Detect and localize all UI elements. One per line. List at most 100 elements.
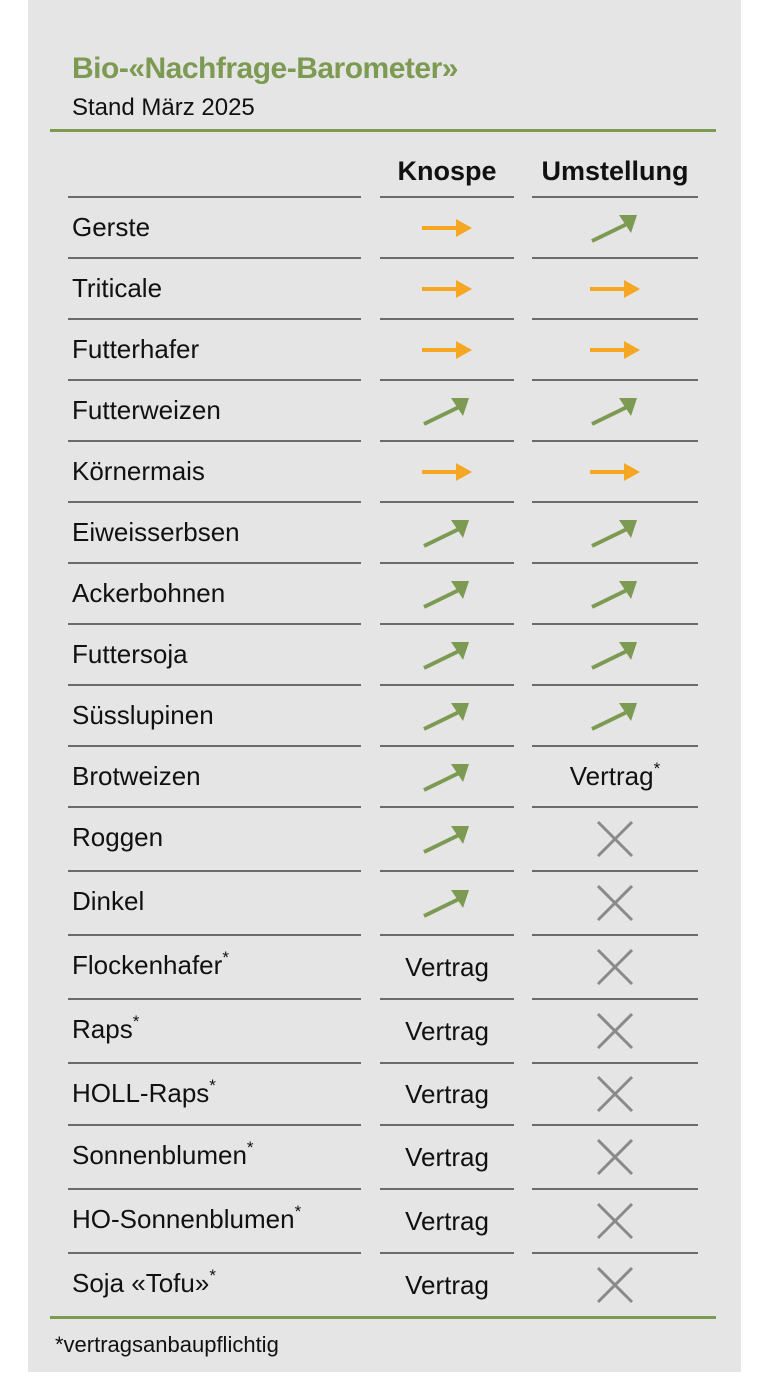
cell-umstellung (532, 625, 698, 684)
arrow-up-right-icon (591, 397, 637, 426)
row-divider (532, 379, 698, 381)
contract-label: Vertrag (405, 1205, 489, 1236)
cell-umstellung: Vertrag* (532, 747, 698, 806)
arrow-right-icon (590, 462, 640, 481)
row-divider (380, 870, 514, 872)
cell-umstellung (532, 872, 698, 934)
cell-umstellung (532, 564, 698, 623)
contract-label: Vertrag (405, 1269, 489, 1300)
arrow-right-icon (422, 340, 472, 359)
cell-knospe: Vertrag (380, 1190, 514, 1252)
row-label: Brotweizen (72, 761, 201, 791)
row-divider (532, 1062, 698, 1064)
row-divider (380, 440, 514, 442)
row-divider (532, 870, 698, 872)
page-title: Bio-«Nachfrage-Barometer» (72, 52, 458, 85)
row-divider (68, 745, 361, 747)
row-divider (532, 501, 698, 503)
arrow-right-icon (422, 462, 472, 481)
row-divider (380, 745, 514, 747)
row-divider (532, 623, 698, 625)
cell-knospe: Vertrag (380, 936, 514, 998)
row-label: Flockenhafer* (72, 948, 229, 980)
row-divider (380, 1062, 514, 1064)
row-divider (380, 501, 514, 503)
footnote: *vertragsanbaupflichtig (55, 1332, 279, 1357)
row-label: Triticale (72, 273, 163, 303)
contract-label: Vertrag (405, 1078, 489, 1109)
row-divider (68, 257, 361, 259)
row-label: Gerste (72, 212, 151, 242)
row-divider (68, 806, 361, 808)
row-label: Dinkel (72, 886, 145, 916)
arrow-right-icon (590, 340, 640, 359)
arrow-up-right-icon (591, 519, 637, 548)
cell-umstellung (532, 686, 698, 745)
row-divider (532, 196, 698, 198)
bottom-divider (50, 1316, 716, 1319)
row-divider (380, 318, 514, 320)
cross-icon (596, 1012, 634, 1050)
row-divider (532, 257, 698, 259)
row-divider (68, 934, 361, 936)
row-label: Soja «Tofu»* (72, 1266, 216, 1298)
row-divider (380, 684, 514, 686)
cell-knospe: Vertrag (380, 1126, 514, 1188)
cell-umstellung (532, 808, 698, 870)
row-divider (532, 1252, 698, 1254)
cell-knospe (380, 686, 514, 745)
row-divider (532, 318, 698, 320)
cross-icon (596, 884, 634, 922)
arrow-up-right-icon (423, 519, 469, 548)
row-divider (68, 1124, 361, 1126)
arrow-up-right-icon (423, 826, 469, 854)
row-label: HOLL-Raps* (72, 1076, 216, 1108)
cell-umstellung (532, 259, 698, 318)
contract-label: Vertrag (405, 951, 489, 982)
cell-knospe (380, 564, 514, 623)
row-divider (380, 257, 514, 259)
row-divider (380, 806, 514, 808)
cell-umstellung (532, 320, 698, 379)
cross-icon (596, 1202, 634, 1240)
row-divider (380, 998, 514, 1000)
row-divider (380, 934, 514, 936)
arrow-right-icon (422, 218, 472, 237)
cell-knospe (380, 320, 514, 379)
arrow-right-icon (590, 279, 640, 298)
cross-icon (596, 948, 634, 986)
arrow-up-right-icon (591, 702, 637, 731)
row-divider (532, 806, 698, 808)
cell-knospe (380, 259, 514, 318)
cell-umstellung (532, 1190, 698, 1252)
cell-umstellung (532, 381, 698, 440)
cell-umstellung (532, 442, 698, 501)
row-divider (68, 379, 361, 381)
row-divider (532, 684, 698, 686)
arrow-up-right-icon (591, 641, 637, 670)
row-divider (68, 1188, 361, 1190)
row-divider (532, 440, 698, 442)
cell-umstellung (532, 1126, 698, 1188)
arrow-up-right-icon (423, 397, 469, 426)
cross-icon (596, 1266, 634, 1304)
cell-umstellung (532, 1254, 698, 1316)
row-divider (68, 870, 361, 872)
cell-knospe (380, 198, 514, 257)
cell-knospe: Vertrag (380, 1254, 514, 1316)
cell-umstellung (532, 198, 698, 257)
row-label: Roggen (72, 822, 164, 852)
contract-label: Vertrag* (569, 759, 661, 791)
row-divider (532, 1188, 698, 1190)
row-divider (532, 562, 698, 564)
row-divider (380, 562, 514, 564)
cell-knospe (380, 625, 514, 684)
cross-icon (596, 820, 634, 858)
contract-label: Vertrag (405, 1015, 489, 1046)
cell-knospe (380, 747, 514, 806)
row-label: HO-Sonnenblumen* (72, 1202, 302, 1234)
row-divider (380, 379, 514, 381)
cell-knospe (380, 442, 514, 501)
top-divider (50, 129, 716, 132)
arrow-up-right-icon (423, 763, 469, 792)
